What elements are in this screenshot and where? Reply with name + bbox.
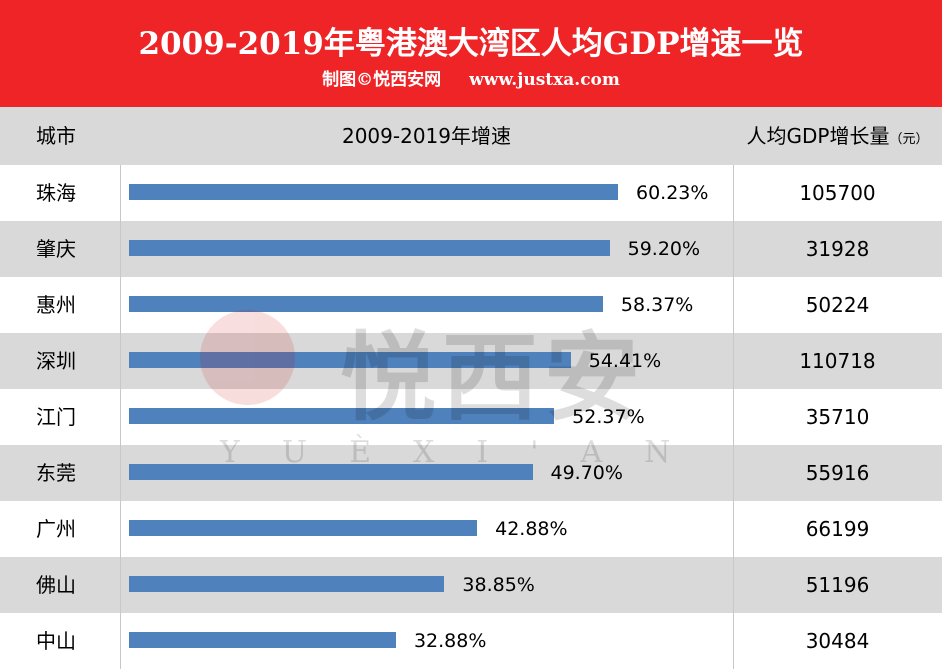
bar bbox=[129, 464, 533, 480]
divider bbox=[733, 165, 734, 221]
divider bbox=[120, 613, 121, 669]
table-row: 深圳 54.41% 110718 bbox=[0, 333, 942, 389]
credit: 制图©悦西安网 bbox=[322, 70, 442, 90]
table-row: 惠州 58.37% 50224 bbox=[0, 277, 942, 333]
table-row: 肇庆 59.20% 31928 bbox=[0, 221, 942, 277]
city-name: 中山 bbox=[36, 629, 76, 653]
bar-label: 58.37% bbox=[620, 294, 694, 316]
bar-label: 49.70% bbox=[550, 462, 623, 484]
table-row: 江门 52.37% 35710 bbox=[0, 389, 942, 445]
divider bbox=[733, 333, 734, 389]
table-row: 珠海 60.23% 105700 bbox=[0, 165, 942, 221]
header: 2009-2019年粤港澳大湾区人均GDP增速一览 制图©悦西安网 www.jus… bbox=[0, 0, 942, 107]
bar-label: 38.85% bbox=[462, 574, 535, 596]
gdp-value: 51196 bbox=[805, 573, 870, 597]
table-row: 中山 32.88% 30484 bbox=[0, 613, 942, 669]
divider bbox=[120, 277, 121, 333]
bar bbox=[129, 576, 445, 592]
bar-label: 59.20% bbox=[627, 238, 701, 260]
col-growth: 2009-2019年增速 bbox=[341, 124, 511, 148]
bar-label: 42.88% bbox=[495, 518, 568, 540]
bar-label: 54.41% bbox=[588, 350, 662, 372]
page-title: 2009-2019年粤港澳大湾区人均GDP增速一览 bbox=[138, 26, 804, 62]
city-name: 惠州 bbox=[36, 293, 76, 317]
col-gdp-unit: （元） bbox=[889, 132, 929, 147]
site-url: www.justxa.com bbox=[469, 70, 620, 90]
divider bbox=[120, 333, 121, 389]
city-name: 江门 bbox=[36, 405, 76, 429]
divider bbox=[733, 221, 734, 277]
column-header-row: 城市 2009-2019年增速 人均GDP增长量（元） bbox=[0, 107, 942, 165]
city-name: 佛山 bbox=[36, 573, 76, 597]
table-row: 东莞 49.70% 55916 bbox=[0, 445, 942, 501]
gdp-value: 31928 bbox=[805, 237, 870, 261]
table-row: 佛山 38.85% 51196 bbox=[0, 557, 942, 613]
bar-label: 52.37% bbox=[572, 406, 645, 428]
divider bbox=[120, 501, 121, 557]
divider bbox=[120, 389, 121, 445]
divider bbox=[120, 221, 121, 277]
gdp-value: 105700 bbox=[799, 181, 876, 205]
city-name: 东莞 bbox=[36, 461, 76, 485]
gdp-value: 30484 bbox=[805, 629, 870, 653]
divider bbox=[733, 445, 734, 501]
divider bbox=[120, 557, 121, 613]
divider bbox=[733, 613, 734, 669]
bar bbox=[129, 520, 478, 536]
divider bbox=[733, 389, 734, 445]
gdp-value: 55916 bbox=[805, 461, 870, 485]
city-name: 珠海 bbox=[36, 181, 76, 205]
col-gdp: 人均GDP增长量（元） bbox=[733, 107, 942, 165]
divider bbox=[733, 277, 734, 333]
gdp-value: 110718 bbox=[799, 349, 876, 373]
city-name: 肇庆 bbox=[36, 237, 76, 261]
col-gdp-label: 人均GDP增长量 bbox=[746, 124, 890, 148]
bar bbox=[129, 296, 603, 312]
gdp-value: 66199 bbox=[805, 517, 870, 541]
divider bbox=[120, 165, 121, 221]
bar bbox=[129, 632, 396, 648]
gdp-value: 35710 bbox=[805, 405, 870, 429]
city-name: 广州 bbox=[36, 517, 76, 541]
divider bbox=[120, 445, 121, 501]
divider bbox=[733, 557, 734, 613]
bar-label: 32.88% bbox=[413, 630, 487, 652]
bar bbox=[129, 408, 555, 424]
bar bbox=[129, 352, 571, 368]
divider bbox=[733, 501, 734, 557]
gdp-value: 50224 bbox=[805, 293, 870, 317]
col-city: 城市 bbox=[36, 124, 76, 148]
city-name: 深圳 bbox=[36, 349, 76, 373]
bar bbox=[129, 184, 618, 200]
subtitle: 制图©悦西安网 www.justxa.com bbox=[0, 65, 942, 90]
bar-label: 60.23% bbox=[636, 182, 709, 204]
bar bbox=[129, 240, 610, 256]
table-row: 广州 42.88% 66199 bbox=[0, 501, 942, 557]
